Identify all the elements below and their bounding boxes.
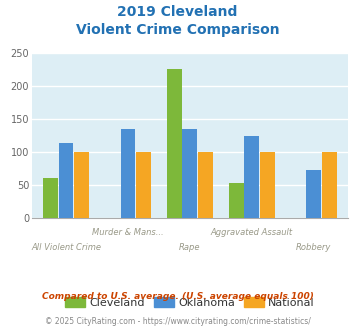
Text: © 2025 CityRating.com - https://www.cityrating.com/crime-statistics/: © 2025 CityRating.com - https://www.city… [45,317,310,326]
Bar [43,178,58,218]
Text: Rape: Rape [179,243,201,251]
Text: Robbery: Robbery [296,243,332,251]
Bar [74,152,89,218]
Bar [121,129,135,218]
Bar [182,129,197,218]
Bar [167,69,182,218]
Text: Murder & Mans...: Murder & Mans... [92,228,164,237]
Text: Violent Crime Comparison: Violent Crime Comparison [76,23,279,37]
Bar [198,152,213,218]
Text: All Violent Crime: All Violent Crime [31,243,101,251]
Text: Aggravated Assault: Aggravated Assault [211,228,293,237]
Bar [229,183,244,218]
Legend: Cleveland, Oklahoma, National: Cleveland, Oklahoma, National [65,297,315,308]
Bar [59,143,73,218]
Text: Compared to U.S. average. (U.S. average equals 100): Compared to U.S. average. (U.S. average … [42,292,313,301]
Bar [322,152,337,218]
Bar [245,136,259,218]
Bar [306,170,321,218]
Bar [260,152,275,218]
Text: 2019 Cleveland: 2019 Cleveland [117,5,238,19]
Bar [136,152,151,218]
